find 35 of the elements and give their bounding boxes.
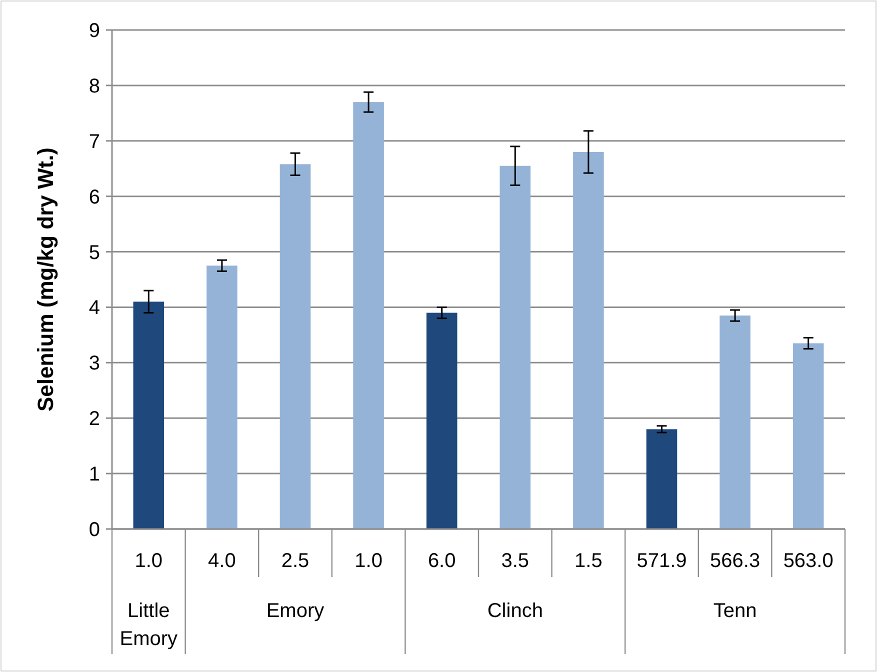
bar — [280, 164, 311, 529]
bar — [133, 302, 164, 529]
bar — [353, 102, 384, 529]
bar — [206, 266, 238, 529]
bar — [646, 429, 678, 529]
y-tick-label: 7 — [88, 130, 100, 153]
text: Clinch — [487, 600, 543, 622]
x-tick-label: 1.0 — [134, 550, 163, 572]
bar — [792, 343, 824, 529]
x-tick-label: 1.0 — [354, 550, 382, 572]
y-tick-label: 3 — [88, 352, 100, 375]
y-tick-label: 9 — [88, 20, 100, 42]
x-tick-label: 2.5 — [281, 550, 310, 572]
x-tick-label: 4.0 — [208, 550, 236, 572]
y-axis-title: Selenium (mg/kg dry Wt.) — [33, 147, 58, 412]
x-tick-label: 3.5 — [501, 550, 530, 572]
y-tick-label: 2 — [88, 408, 100, 430]
bar — [720, 316, 750, 529]
y-tick-label: 4 — [88, 297, 100, 320]
y-tick-label: 0 — [88, 519, 100, 541]
text: Tenn — [713, 600, 757, 622]
y-tick-label: 1 — [88, 464, 100, 486]
y-tick-label: 6 — [88, 186, 100, 208]
x-tick-label: 1.5 — [574, 550, 602, 572]
x-tick-label: 6.0 — [428, 550, 456, 572]
text: Emory — [266, 600, 324, 622]
bar — [426, 312, 458, 529]
text: Little Emory — [120, 600, 178, 650]
bar — [573, 152, 604, 529]
bar — [500, 166, 531, 529]
x-tick-label: 571.9 — [636, 550, 687, 572]
y-tick-label: 5 — [88, 242, 100, 264]
x-tick-label: 566.3 — [710, 550, 760, 572]
x-tick-label: 563.0 — [783, 550, 834, 572]
y-tick-label: 8 — [88, 75, 100, 98]
